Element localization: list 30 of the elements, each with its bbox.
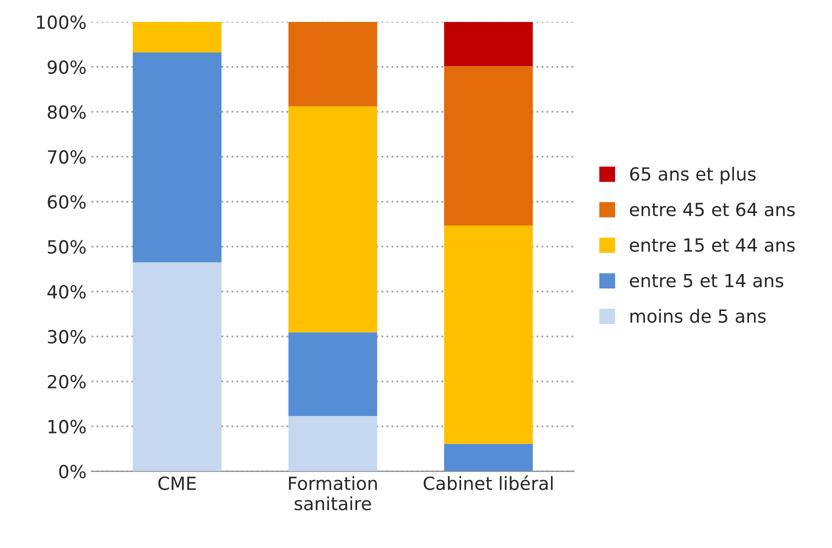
y-tick-label: 70% bbox=[48, 150, 86, 164]
bar bbox=[288, 22, 378, 106]
x-tick-label: Cabinet libéral bbox=[424, 475, 553, 490]
bar bbox=[444, 66, 533, 226]
bar bbox=[288, 106, 378, 332]
y-tick-label: 50% bbox=[48, 240, 86, 254]
bar bbox=[288, 416, 378, 472]
y-tick-label: 60% bbox=[48, 195, 86, 209]
legend-label: entre 5 et 14 ans bbox=[630, 274, 784, 288]
bar bbox=[288, 332, 378, 416]
y-tick-label: 0% bbox=[59, 464, 86, 478]
y-tick-label: 20% bbox=[48, 374, 86, 389]
legend-label: entre 15 et 44 ans bbox=[630, 238, 795, 252]
y-tick-label: 90% bbox=[48, 60, 86, 74]
x-tick-label: Formation sanitaire bbox=[289, 476, 377, 510]
bar bbox=[132, 52, 222, 262]
x-tick-label: CME bbox=[158, 476, 196, 490]
bar bbox=[132, 262, 222, 472]
bar bbox=[132, 22, 222, 52]
y-tick-label: 10% bbox=[48, 420, 86, 434]
y-tick-label: 40% bbox=[47, 284, 86, 299]
y-tick-label: 30% bbox=[48, 330, 86, 344]
bar bbox=[444, 22, 533, 66]
y-tick-label: 100% bbox=[37, 15, 86, 30]
legend-label: entre 45 et 64 ans bbox=[630, 202, 795, 216]
legend-label: moins de 5 ans bbox=[630, 308, 766, 323]
y-tick-label: 80% bbox=[48, 105, 86, 119]
bar bbox=[444, 225, 533, 444]
bar bbox=[444, 444, 533, 472]
legend-label: 65 ans et plus bbox=[630, 166, 756, 184]
